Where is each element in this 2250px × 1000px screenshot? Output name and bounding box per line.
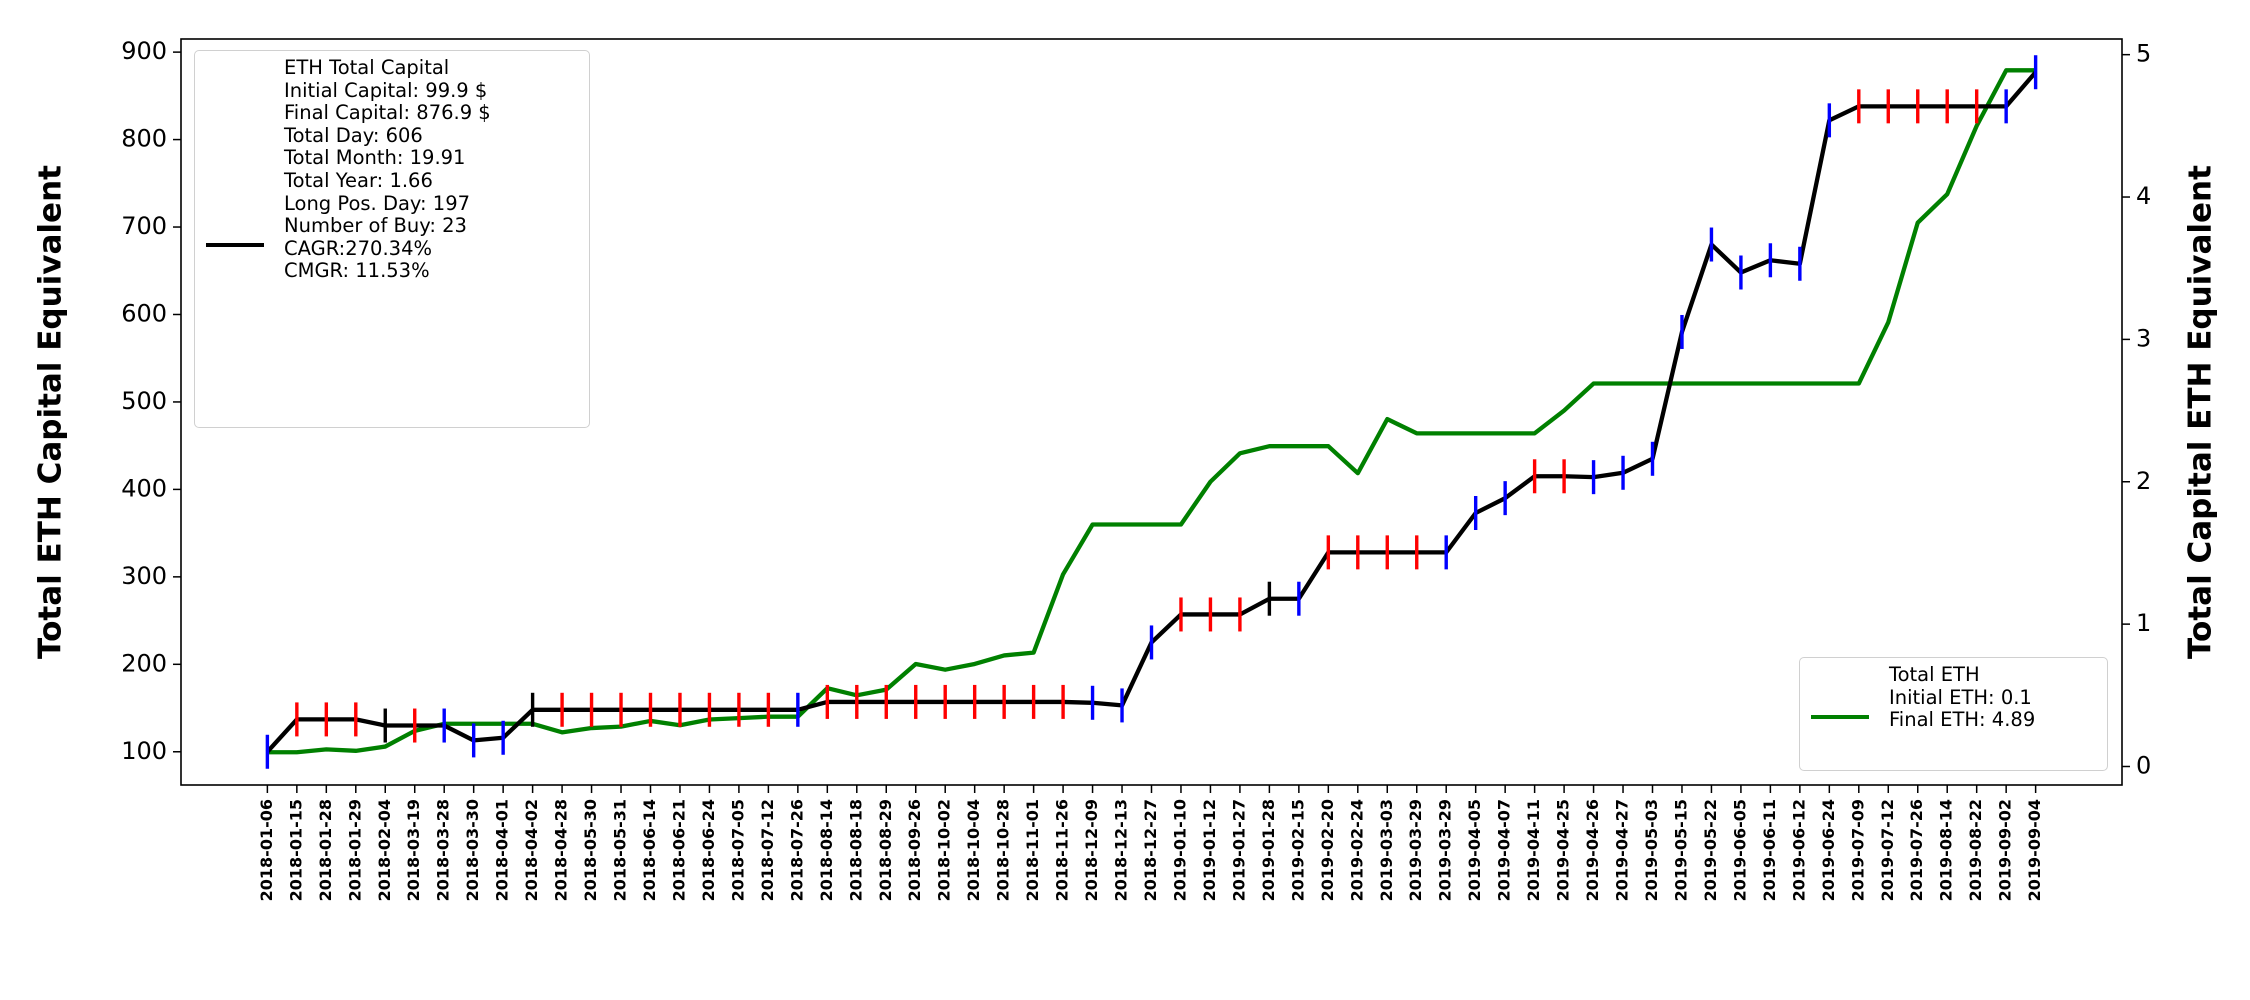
x-tick-label: 2019-06-11: [1760, 799, 1779, 901]
x-tick-label: 2018-09-26: [905, 799, 924, 901]
x-tick-label: 2019-06-05: [1730, 799, 1749, 901]
y-tick-label: 100: [121, 737, 167, 765]
y-axis-label: Total ETH Capital Equivalent: [33, 165, 69, 659]
x-tick-label: 2019-09-04: [2025, 799, 2044, 901]
x-tick-label: 2019-01-12: [1200, 799, 1219, 901]
x-tick-label: 2018-04-01: [493, 799, 512, 901]
x-tick-label: 2018-05-30: [581, 799, 600, 901]
x-tick-label: 2019-06-12: [1789, 799, 1808, 901]
x-tick-label: 2019-03-03: [1377, 799, 1396, 901]
y-tick-label: 800: [121, 125, 167, 153]
x-tick-label: 2018-07-26: [787, 799, 806, 901]
x-tick-label: 2019-02-24: [1347, 799, 1366, 901]
series-line: [267, 68, 2036, 755]
legend: ETH Total Capital Initial Capital: 99.9 …: [194, 50, 590, 428]
x-tick-label: 2018-06-14: [640, 799, 659, 901]
x-tick-label: 2019-05-03: [1642, 799, 1661, 901]
x-tick-label: 2019-07-09: [1848, 799, 1867, 901]
y2-tick-label: 3: [2136, 324, 2151, 352]
x-tick-label: 2018-08-18: [846, 799, 865, 901]
x-tick-label: 2018-02-04: [375, 799, 394, 901]
legend-label: ETH Total Capital Initial Capital: 99.9 …: [284, 56, 491, 283]
x-tick-label: 2018-10-02: [935, 799, 954, 901]
x-tick-label: 2019-04-11: [1524, 799, 1543, 901]
legend: Total ETH Initial ETH: 0.1 Final ETH: 4.…: [1799, 657, 2108, 771]
x-tick-label: 2019-04-27: [1613, 799, 1632, 901]
x-tick-label: 2018-07-12: [758, 799, 777, 901]
x-tick-label: 2019-01-28: [1259, 799, 1278, 901]
x-tick-label: 2019-06-24: [1819, 799, 1838, 901]
x-tick-label: 2019-07-26: [1907, 799, 1926, 901]
x-tick-label: 2018-11-01: [1023, 799, 1042, 901]
y2-tick-label: 2: [2136, 467, 2151, 495]
legend-swatch: [206, 243, 264, 247]
y-tick-label: 600: [121, 299, 167, 327]
x-tick-label: 2018-06-21: [669, 799, 688, 901]
y2-tick-label: 0: [2136, 751, 2151, 779]
x-tick-label: 2018-12-27: [1141, 799, 1160, 901]
y-tick-label: 500: [121, 387, 167, 415]
x-tick-label: 2018-11-26: [1053, 799, 1072, 901]
x-tick-label: 2018-01-15: [286, 799, 305, 901]
x-tick-label: 2018-03-19: [404, 799, 423, 901]
y-tick-label: 200: [121, 649, 167, 677]
x-tick-label: 2018-06-24: [699, 799, 718, 901]
x-tick-label: 2018-08-29: [876, 799, 895, 901]
x-tick-label: 2019-04-07: [1495, 799, 1514, 901]
x-tick-label: 2019-09-02: [1996, 799, 2015, 901]
y-tick-label: 400: [121, 474, 167, 502]
x-tick-label: 2018-05-31: [611, 799, 630, 901]
x-tick-label: 2018-12-13: [1112, 799, 1131, 901]
x-tick-label: 2019-04-26: [1583, 799, 1602, 901]
x-tick-label: 2018-01-28: [316, 799, 335, 901]
x-tick-label: 2019-05-15: [1671, 799, 1690, 901]
x-tick-label: 2018-12-09: [1082, 799, 1101, 901]
x-tick-label: 2019-04-05: [1465, 799, 1484, 901]
x-tick-label: 2019-05-22: [1701, 799, 1720, 901]
x-tick-label: 2018-04-02: [522, 799, 541, 901]
legend-label: Total ETH Initial ETH: 0.1 Final ETH: 4.…: [1889, 663, 2036, 732]
y2-axis-label: Total Capital ETH Equivalent: [2183, 165, 2219, 659]
y2-tick-label: 4: [2136, 182, 2151, 210]
x-tick-label: 2019-08-22: [1966, 799, 1985, 901]
x-tick-label: 2019-03-29: [1436, 799, 1455, 901]
x-tick-label: 2018-04-28: [552, 799, 571, 901]
x-tick-label: 2018-03-30: [463, 799, 482, 901]
x-tick-label: 2019-02-15: [1288, 799, 1307, 901]
x-tick-label: 2019-01-27: [1229, 799, 1248, 901]
y-tick-label: 700: [121, 212, 167, 240]
x-tick-label: 2019-03-29: [1406, 799, 1425, 901]
y-tick-label: 900: [121, 37, 167, 65]
x-tick-label: 2019-07-12: [1878, 799, 1897, 901]
y2-tick-label: 5: [2136, 40, 2151, 68]
x-tick-label: 2019-04-25: [1554, 799, 1573, 901]
x-tick-label: 2019-01-10: [1170, 799, 1189, 901]
y-tick-label: 300: [121, 562, 167, 590]
x-tick-label: 2019-08-14: [1937, 799, 1956, 901]
x-tick-label: 2018-08-14: [817, 799, 836, 901]
x-tick-label: 2018-03-28: [434, 799, 453, 901]
x-tick-label: 2018-01-29: [345, 799, 364, 901]
legend-swatch: [1811, 715, 1869, 719]
x-tick-label: 2018-07-05: [728, 799, 747, 901]
x-tick-label: 2018-10-04: [964, 799, 983, 901]
x-tick-label: 2018-01-06: [257, 799, 276, 901]
x-tick-label: 2018-10-28: [994, 799, 1013, 901]
x-tick-label: 2019-02-20: [1318, 799, 1337, 901]
y2-tick-label: 1: [2136, 609, 2151, 637]
